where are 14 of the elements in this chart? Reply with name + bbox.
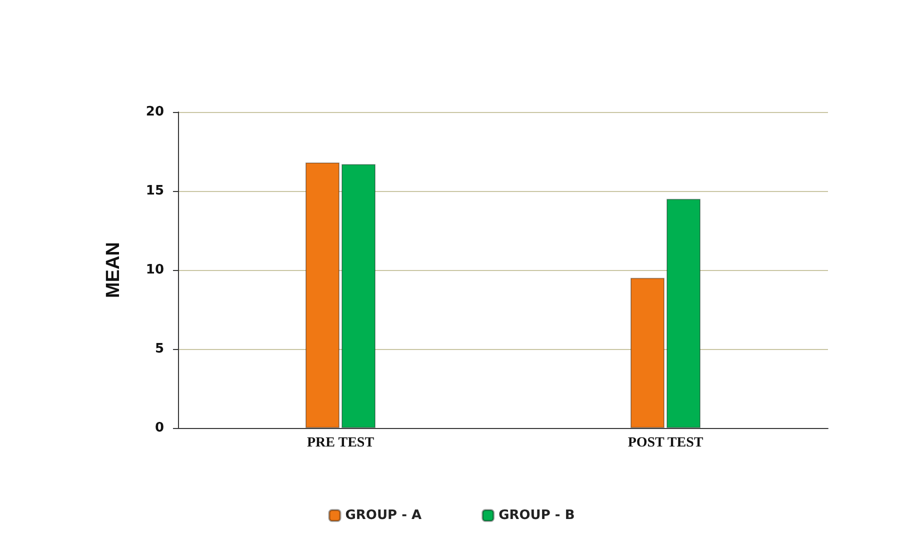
y-tick-label: 15 <box>146 184 164 198</box>
y-axis-title: MEAN <box>103 242 124 298</box>
legend-label: GROUP - B <box>498 508 575 523</box>
bar <box>342 164 376 428</box>
y-tick-label: 5 <box>154 342 164 356</box>
bar <box>630 278 664 428</box>
bar <box>666 198 701 428</box>
bar <box>305 162 340 428</box>
x-tick-label: PRE TEST <box>306 436 375 450</box>
x-tick-label: POST TEST <box>628 436 704 450</box>
y-tick-label: 10 <box>146 262 164 278</box>
y-tick-label: 20 <box>146 104 164 120</box>
legend-label: GROUP - A <box>345 508 422 523</box>
y-tick-label: 0 <box>154 420 164 436</box>
